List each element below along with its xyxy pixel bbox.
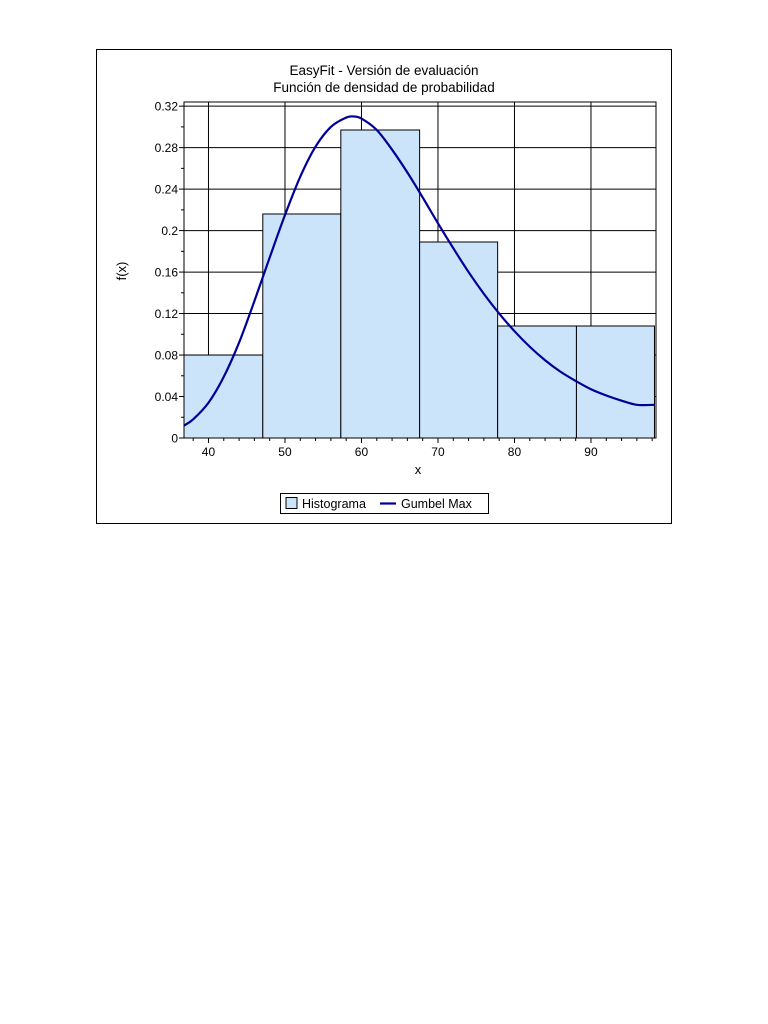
plot-area: 0 0.04 0.08 0.12 0.16 0.2 0.24 0.28 0.32 40 50 60 7… — [155, 100, 657, 459]
gumbel-max-curve — [183, 115, 655, 427]
legend-swatch-histogram — [285, 497, 298, 509]
y-tick-label-4: 0.16 — [155, 266, 179, 280]
x-axis: 40 50 60 70 80 90 — [192, 438, 653, 459]
histogram-bar-1 — [262, 213, 342, 439]
y-tick-label-0: 0 — [171, 432, 178, 446]
x-axis-label: x — [415, 462, 422, 477]
x-tick-label-3: 70 — [431, 445, 445, 459]
histogram-bar-0 — [183, 354, 264, 439]
x-tick-label-4: 80 — [508, 445, 522, 459]
y-tick-label-2: 0.08 — [155, 349, 179, 363]
y-tick-label-8: 0.32 — [155, 100, 179, 114]
legend-label-curve: Gumbel Max — [401, 497, 473, 511]
y-tick-label-7: 0.28 — [155, 141, 179, 155]
plot-border — [183, 101, 657, 439]
histogram-bars — [183, 129, 655, 439]
y-tick-label-5: 0.2 — [161, 224, 178, 238]
x-tick-label-1: 50 — [278, 445, 292, 459]
histogram-bar-3 — [419, 241, 499, 439]
legend-label-histogram: Histograma — [302, 497, 366, 511]
x-tick-label-2: 60 — [355, 445, 369, 459]
histogram-bar-5 — [575, 325, 655, 439]
histogram-bar-4 — [497, 325, 577, 439]
legend: Histograma Gumbel Max — [280, 493, 489, 514]
y-axis: 0 0.04 0.08 0.12 0.16 0.2 0.24 0.28 0.32 — [155, 100, 184, 446]
x-tick-label-0: 40 — [202, 445, 216, 459]
chart-subtitle: Función de densidad de probabilidad — [273, 80, 494, 95]
chart-title: EasyFit - Versión de evaluación — [289, 63, 478, 78]
histogram-bar-2 — [340, 129, 421, 439]
y-axis-label: f(x) — [114, 262, 129, 281]
y-tick-label-3: 0.12 — [155, 307, 179, 321]
y-tick-label-6: 0.24 — [155, 183, 179, 197]
x-tick-label-5: 90 — [584, 445, 598, 459]
y-tick-label-1: 0.04 — [155, 390, 179, 404]
